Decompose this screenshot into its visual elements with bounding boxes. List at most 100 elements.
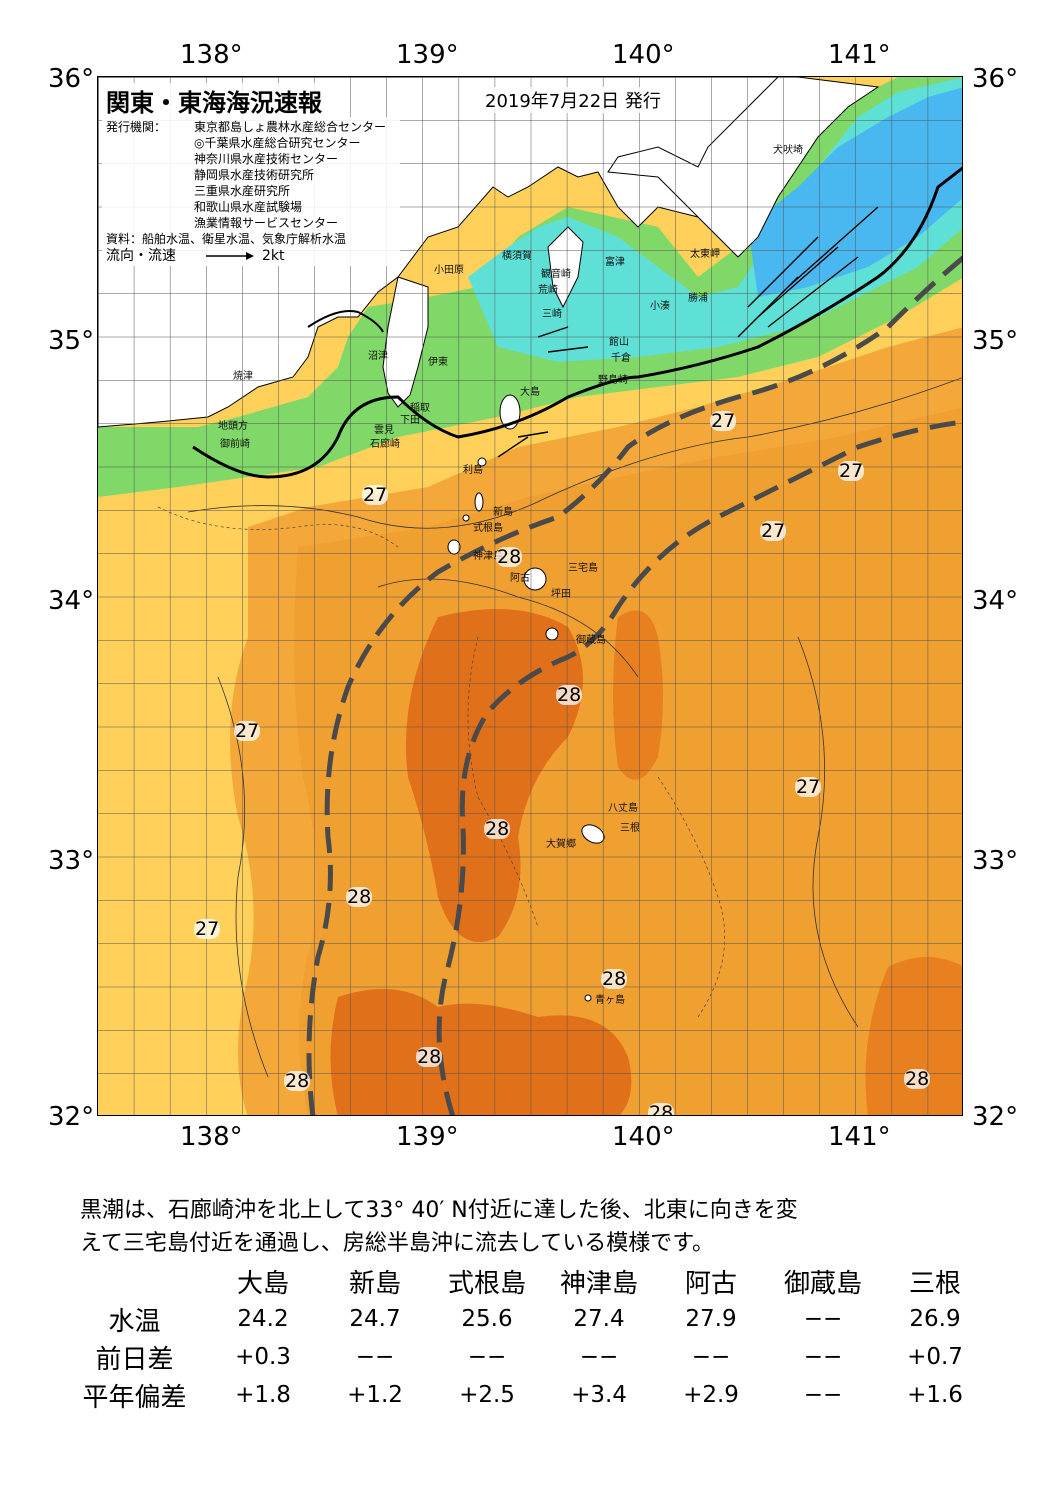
legend-label: 流向・流速 [106, 248, 176, 264]
table-cell: −− [803, 1382, 843, 1408]
column-header: 新島 [348, 1268, 401, 1299]
table-cell: 27.9 [685, 1306, 737, 1332]
table-header-row: 大島 新島 式根島 神津島 阿古 御蔵島 三根 [62, 1262, 991, 1300]
place-label: 大賀郷 [546, 839, 576, 850]
comment-line: 黒潮は、石廊崎沖を北上して33° 40′ N付近に達した後、北東に向きを変 [80, 1198, 798, 1223]
table-cell: +2.5 [459, 1382, 515, 1408]
lon-label-140-bottom: 140° [612, 1122, 675, 1152]
table-cell: 27.4 [573, 1306, 625, 1332]
temperature-label: 28 [496, 546, 523, 568]
table-row: 前日差 +0.3 −− −− −− −− −− +0.7 [62, 1338, 991, 1376]
table-cell: 25.6 [461, 1306, 513, 1332]
place-label: 沼津 [368, 351, 388, 362]
table-cell: −− [691, 1344, 731, 1370]
table-cell: +2.9 [683, 1382, 739, 1408]
sea-condition-map: 関東・東海海況速報 2019年7月22日 発行 発行機関： 東京都島しょ農林水産… [97, 76, 963, 1116]
place-label: 千倉 [611, 353, 631, 364]
lat-label-33-right: 33° [972, 846, 1019, 876]
issuer-item: 神奈川県水産技術センター [194, 152, 339, 166]
lat-label-35-left: 35° [48, 326, 95, 356]
lat-label-35-right: 35° [972, 326, 1019, 356]
hot-core-southeast [865, 957, 962, 1115]
temperature-label: 28 [346, 886, 373, 908]
place-label: 三宅島 [568, 563, 598, 574]
table-cell: −− [467, 1344, 507, 1370]
row-header: 水温 [108, 1306, 161, 1337]
table-cell: +0.3 [235, 1344, 291, 1370]
lat-label-34-left: 34° [48, 586, 95, 616]
place-label: 野島崎 [598, 375, 628, 386]
graticule [98, 77, 962, 1115]
temperature-label: 28 [484, 818, 511, 840]
table-cell: −− [803, 1306, 843, 1332]
column-header: 神津島 [559, 1268, 638, 1299]
issuer-item: 東京都島しょ農林水産総合センター [194, 120, 387, 134]
place-label: 小湊 [650, 301, 670, 312]
table-cell: 24.2 [237, 1306, 289, 1332]
lat-label-33-left: 33° [48, 846, 95, 876]
issuer-item: 静岡県水産技術研究所 [194, 168, 315, 182]
column-header: 大島 [236, 1268, 289, 1299]
place-label: 地頭方 [218, 421, 248, 432]
temperature-label: 28 [284, 1070, 311, 1092]
temperature-label: 28 [416, 1046, 443, 1068]
temperature-label: 28 [648, 1103, 675, 1115]
cold-water-front [192, 166, 962, 479]
place-label: 式根島 [473, 523, 503, 534]
temperature-label: 27 [710, 410, 737, 432]
offshore-blue-water [748, 87, 962, 297]
temperature-label: 28 [556, 684, 583, 706]
issuer-info: 発行機関： 東京都島しょ農林水産総合センター ◎千葉県水産総合研究センター 神奈… [102, 117, 400, 266]
island-shikinejima [462, 514, 470, 522]
place-label: 勝浦 [688, 293, 708, 304]
map-canvas [98, 77, 962, 1115]
row-header: 平年偏差 [82, 1382, 187, 1413]
issuer-label: 発行機関： [106, 120, 167, 134]
place-label: 三根 [620, 823, 640, 834]
temperature-label: 28 [904, 1068, 931, 1090]
place-label: 太東岬 [690, 249, 720, 260]
row-header: 前日差 [95, 1344, 174, 1375]
legend-arrow-icon [206, 252, 254, 260]
column-header: 式根島 [447, 1268, 526, 1299]
issuer-item: ◎千葉県水産総合研究センター [194, 136, 361, 150]
island-aogashima [584, 994, 592, 1002]
island-mikurajima [545, 627, 559, 641]
island-kozushima [447, 539, 461, 555]
table-cell: −− [579, 1344, 619, 1370]
island-niijima [474, 492, 484, 512]
place-label: 観音崎 [541, 269, 571, 280]
kuroshio-path-outer [436, 419, 962, 1115]
temperature-label: 28 [601, 968, 628, 990]
place-label: 富津 [605, 257, 625, 268]
lon-label-139-bottom: 139° [396, 1122, 459, 1152]
temperature-label: 27 [362, 484, 389, 506]
place-label: 青ヶ島 [595, 995, 625, 1006]
lon-label-138-bottom: 138° [180, 1122, 243, 1152]
temperature-label: 27 [795, 776, 822, 798]
table-cell: 24.7 [349, 1306, 401, 1332]
place-label: 八丈島 [608, 803, 638, 814]
issue-date: 2019年7月22日 発行 [483, 87, 663, 113]
table-cell: +3.4 [571, 1382, 627, 1408]
table-cell: 26.9 [909, 1306, 961, 1332]
lat-label-32-left: 32° [48, 1102, 95, 1132]
table-cell: +1.2 [347, 1382, 403, 1408]
place-label: 新島 [493, 507, 513, 518]
place-label: 犬吠埼 [773, 145, 803, 156]
place-label: 雲見 [374, 425, 394, 436]
hot-core-central [406, 609, 583, 942]
place-label: 坪田 [551, 589, 571, 600]
table-cell: −− [803, 1344, 843, 1370]
place-label: 利島 [463, 465, 483, 476]
temperature-label: 27 [838, 460, 865, 482]
issuer-item: 和歌山県水産試験場 [194, 200, 303, 214]
place-label: 三崎 [542, 309, 562, 320]
table-cell: +0.7 [907, 1344, 963, 1370]
hot-core-east [613, 610, 663, 780]
land-miura [547, 226, 584, 309]
place-label: 伊東 [428, 357, 448, 368]
current-arrows [497, 206, 879, 458]
place-label: 焼津 [233, 371, 253, 382]
place-label: 阿古 [510, 573, 530, 584]
